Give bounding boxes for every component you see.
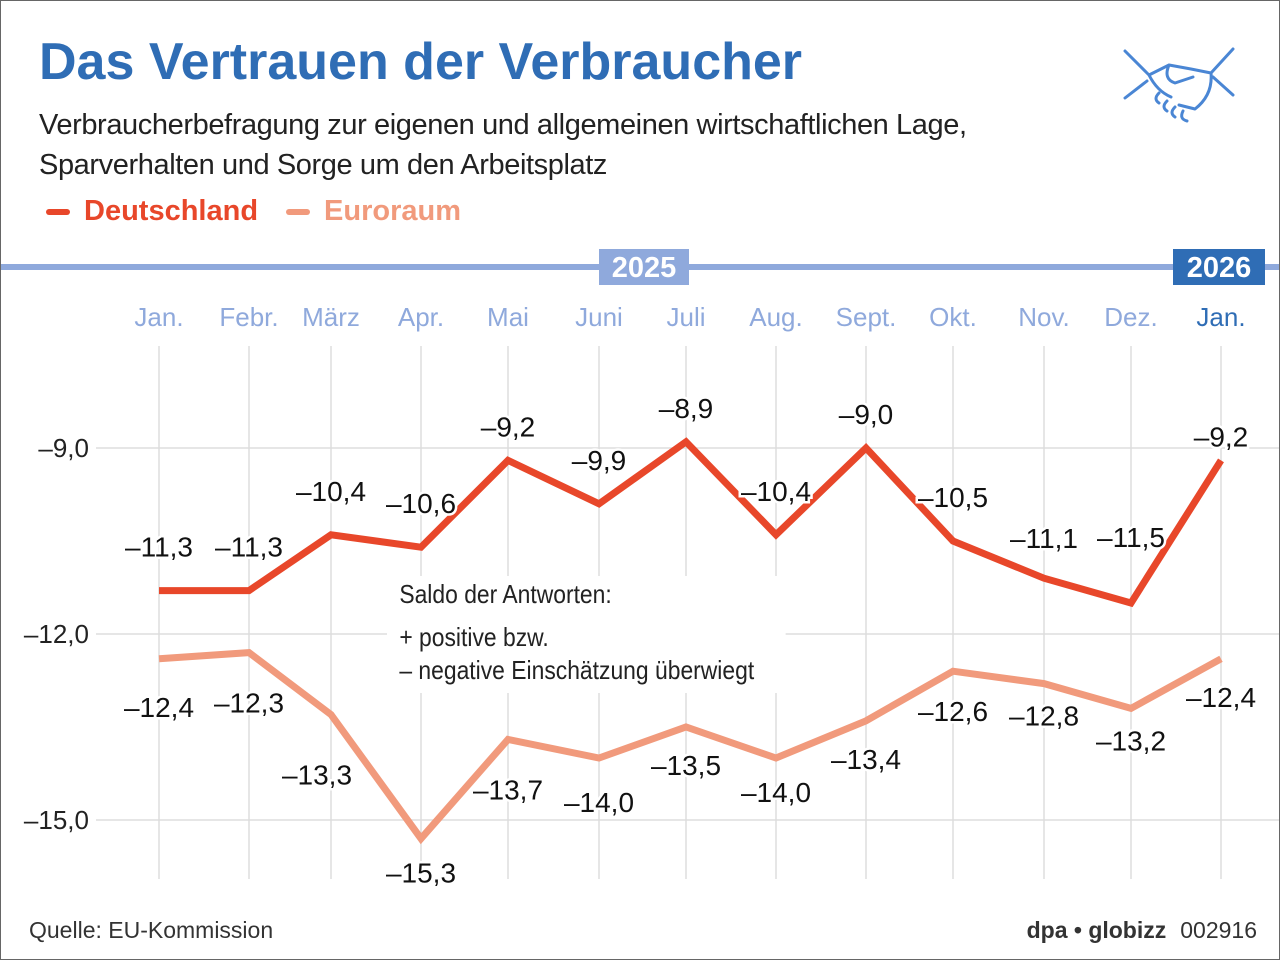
graphic-id: 002916 — [1180, 917, 1257, 943]
x-tick-label: Juni — [575, 302, 623, 332]
x-tick-label: Sept. — [836, 302, 897, 332]
annotation-box: Saldo der Antworten: + positive bzw. – n… — [387, 576, 786, 693]
chart-subtitle: Verbraucherbefragung zur eigenen und all… — [39, 109, 967, 181]
data-label: –13,5 — [651, 750, 721, 781]
legend-swatch — [46, 209, 70, 216]
chart-header: Das Vertrauen der Verbraucher Verbrauche… — [39, 31, 1114, 229]
data-label: –13,7 — [473, 774, 543, 805]
data-label: –8,9 — [659, 393, 714, 424]
legend-label: Euroraum — [324, 195, 462, 227]
legend-swatch — [286, 209, 311, 216]
data-label: –11,5 — [1097, 522, 1165, 553]
data-label: –9,2 — [1194, 421, 1249, 452]
year-badge — [1173, 249, 1265, 285]
data-label: –10,4 — [741, 476, 811, 507]
legend: Deutschland Euroraum — [46, 193, 1114, 229]
handshake-icon — [1123, 47, 1235, 123]
x-tick-label: Jan. — [134, 302, 183, 332]
annotation-line: – negative Einschätzung überwiegt — [399, 655, 755, 685]
data-label: –9,2 — [481, 411, 536, 442]
x-tick-label: Febr. — [219, 302, 278, 332]
y-tick-label: –9,0 — [38, 433, 89, 463]
x-tick-label: Okt. — [929, 302, 977, 332]
x-tick-label: Nov. — [1018, 302, 1070, 332]
legend-item-deutschland: Deutschland — [46, 193, 258, 229]
data-label: –9,0 — [839, 399, 894, 430]
x-tick-label: Jan. — [1196, 302, 1245, 332]
y-tick-label: –15,0 — [24, 805, 89, 835]
source-note: Quelle: EU-Kommission — [29, 917, 274, 943]
data-label: –9,9 — [572, 445, 627, 476]
data-label: –10,4 — [296, 476, 366, 507]
data-label: –14,0 — [741, 777, 811, 808]
data-label: –12,4 — [124, 692, 194, 723]
annotation-title: Saldo der Antworten: — [399, 579, 612, 609]
y-tick-label: –12,0 — [24, 619, 89, 649]
x-tick-label: Dez. — [1104, 302, 1157, 332]
year-badge — [599, 249, 689, 285]
x-tick-label: Aug. — [749, 302, 803, 332]
data-label: –15,3 — [386, 858, 456, 889]
data-label: –11,3 — [125, 532, 193, 563]
data-label: –12,6 — [918, 696, 988, 727]
data-label: –14,0 — [564, 787, 634, 818]
year-label: 2025 — [612, 252, 677, 284]
data-label: –11,1 — [1010, 523, 1078, 554]
legend-item-euroraum: Euroraum — [286, 193, 461, 229]
data-label: –10,6 — [386, 488, 456, 519]
x-tick-label: März — [302, 302, 360, 332]
brand-logo: dpa • globizz — [1026, 917, 1167, 943]
data-label: –11,3 — [215, 532, 283, 563]
data-label: –12,3 — [214, 688, 284, 719]
data-label: –13,3 — [282, 760, 352, 791]
data-label: –12,4 — [1186, 682, 1256, 713]
year-label: 2026 — [1187, 252, 1252, 284]
chart-title: Das Vertrauen der Verbraucher — [39, 33, 803, 91]
data-label: –12,8 — [1009, 701, 1079, 732]
x-tick-label: Juli — [666, 302, 705, 332]
x-tick-label: Mai — [487, 302, 529, 332]
x-tick-label: Apr. — [398, 302, 444, 332]
annotation-line: + positive bzw. — [399, 622, 549, 652]
data-label: –13,2 — [1096, 725, 1166, 756]
data-label: –10,5 — [918, 482, 988, 513]
data-label: –13,4 — [831, 744, 901, 775]
legend-label: Deutschland — [84, 195, 259, 227]
